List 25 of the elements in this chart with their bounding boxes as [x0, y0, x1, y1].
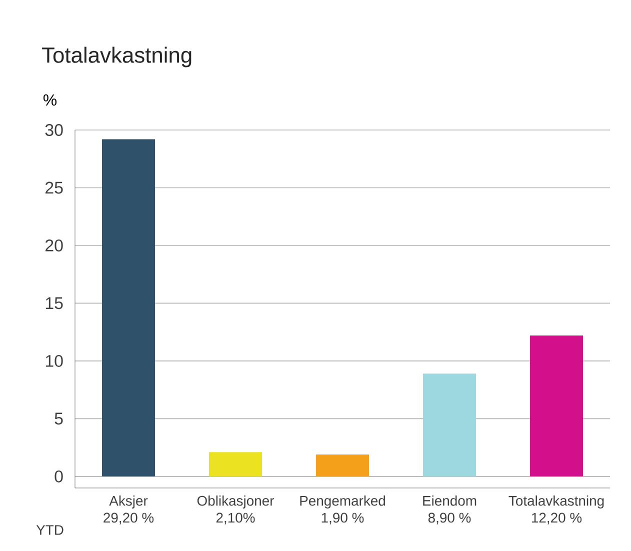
data-label: 1,90 %: [322, 512, 364, 524]
data-label: 8,90 %: [428, 512, 471, 524]
y-tick-label: 15: [46, 297, 63, 310]
x-tick-label: Aksjer: [109, 496, 148, 508]
bar: [102, 139, 156, 476]
data-label: 2,10%: [216, 512, 255, 524]
y-tick-label: 10: [46, 354, 63, 367]
data-label: 29,20 %: [104, 512, 154, 524]
bar: [209, 452, 262, 476]
x-tick-label: Oblikasjoner: [197, 496, 274, 508]
bar: [423, 374, 476, 476]
y-tick-label: 0: [54, 470, 63, 482]
y-tick-label: 30: [45, 124, 63, 136]
x-tick-label: Pengemarked: [300, 496, 386, 508]
bar: [530, 336, 584, 476]
data-label: 12,20 %: [532, 512, 582, 524]
bar: [316, 454, 370, 476]
y-tick-label: 5: [54, 412, 63, 425]
chart-title: Totalavkastning: [42, 46, 192, 68]
x-tick-label: Totalavkastning: [508, 496, 604, 508]
x-tick-label: Eiendom: [423, 496, 476, 506]
y-tick-label: 20: [46, 239, 63, 252]
text: YTD: [36, 525, 64, 535]
y-tick-label: 25: [46, 182, 63, 194]
y-axis-title: %: [43, 94, 57, 106]
